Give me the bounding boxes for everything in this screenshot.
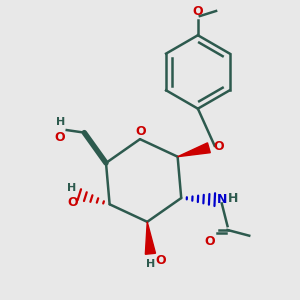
Polygon shape: [178, 143, 210, 157]
Text: N: N: [217, 193, 228, 206]
Text: H: H: [146, 259, 155, 269]
Polygon shape: [145, 222, 155, 254]
Text: O: O: [193, 5, 203, 18]
Text: H: H: [56, 117, 65, 127]
Text: H: H: [68, 183, 77, 194]
Text: H: H: [228, 192, 239, 205]
Text: O: O: [136, 124, 146, 138]
Text: O: O: [55, 131, 65, 144]
Text: O: O: [213, 140, 224, 153]
Text: O: O: [155, 254, 166, 267]
Text: O: O: [205, 235, 215, 248]
Text: O: O: [68, 196, 78, 209]
